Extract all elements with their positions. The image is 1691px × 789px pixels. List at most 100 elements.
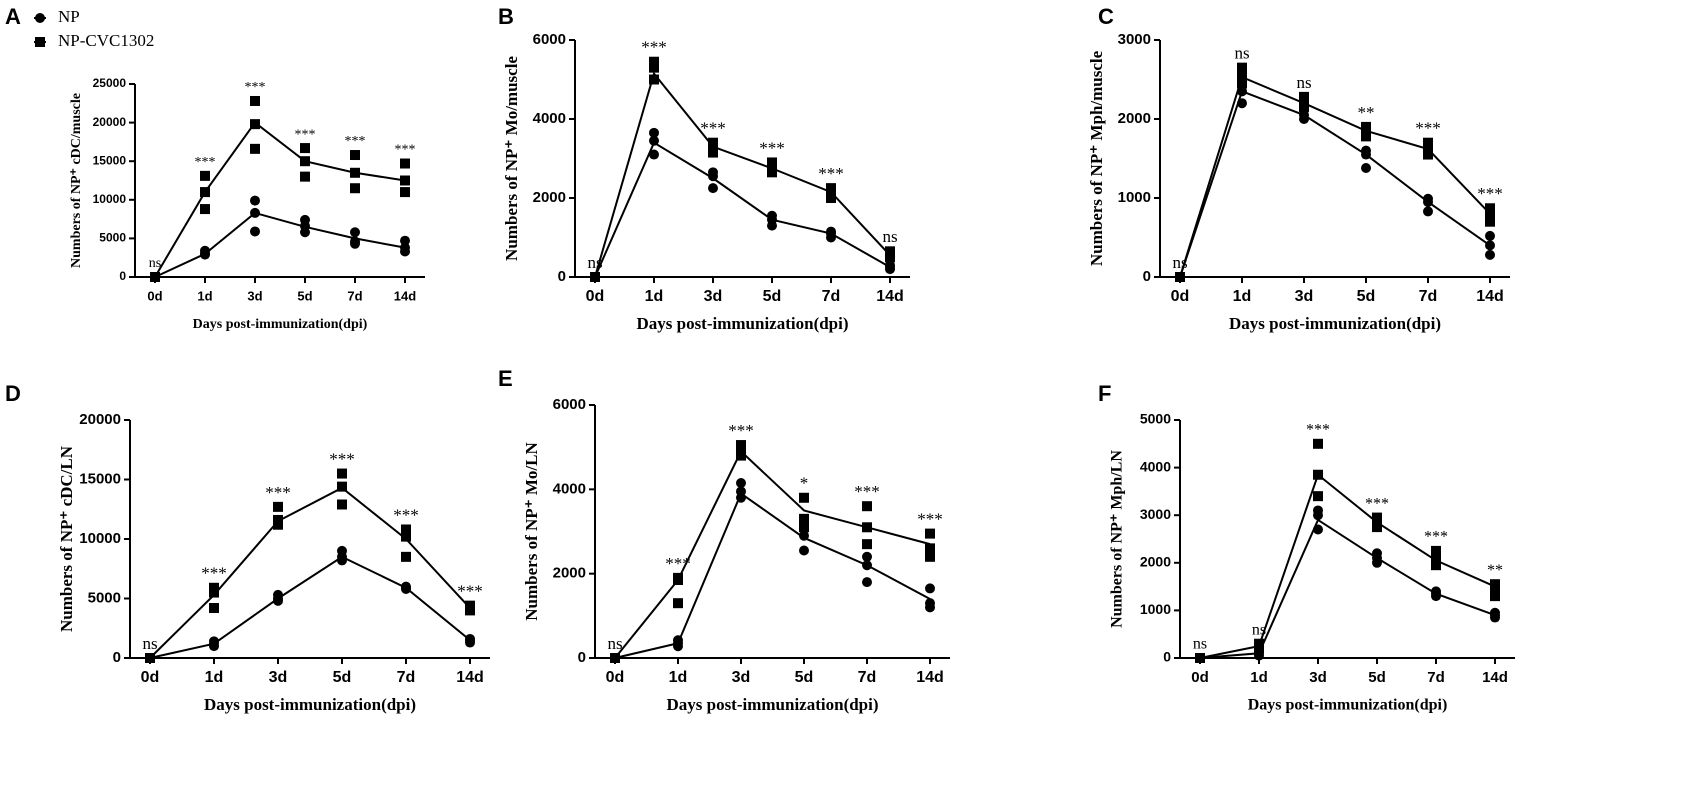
x-tick-label: 0d: [606, 669, 625, 686]
replicate-point: [150, 272, 160, 282]
y-tick-label: 20000: [79, 411, 121, 428]
replicate-point: [400, 158, 410, 169]
replicate-point: [200, 245, 210, 256]
replicate-point: [1195, 653, 1205, 663]
significance-label: ***: [245, 80, 266, 95]
series-line: [1179, 90, 1491, 278]
x-tick-label: 14d: [916, 669, 944, 686]
y-tick-label: 3000: [1140, 506, 1171, 522]
y-axis-label: Numbers of NP⁺ Mph/muscle: [1087, 50, 1106, 266]
replicate-point: [925, 528, 935, 539]
replicate-point: [400, 242, 410, 253]
significance-label: *: [800, 474, 809, 493]
replicate-point: [649, 62, 659, 73]
panel-label: B: [498, 4, 514, 29]
x-tick-label: 7d: [347, 288, 362, 303]
replicate-point: [1237, 98, 1247, 109]
replicate-point: [862, 577, 872, 588]
replicate-point: [300, 171, 310, 182]
y-tick-label: 1000: [1118, 189, 1151, 206]
significance-label: ***: [457, 582, 483, 601]
replicate-point: [736, 478, 746, 489]
replicate-point: [885, 260, 895, 271]
x-tick-label: 1d: [1233, 288, 1252, 305]
replicate-point: [862, 539, 872, 550]
x-tick-label: 5d: [763, 288, 782, 305]
y-tick-label: 20000: [93, 115, 127, 129]
replicate-point: [708, 137, 718, 148]
replicate-point: [1431, 586, 1441, 597]
y-tick-label: 0: [1163, 649, 1171, 665]
replicate-point: [1313, 524, 1323, 535]
x-axis-label: Days post-immunization(dpi): [193, 317, 368, 332]
y-axis-label: Numbers of NP⁺ Mph/LN: [1109, 450, 1126, 628]
y-tick-label: 10000: [93, 192, 127, 206]
y-tick-label: 0: [113, 649, 121, 666]
replicate-point: [300, 214, 310, 225]
replicate-point: [799, 545, 809, 556]
significance-label: ns: [1193, 636, 1207, 653]
y-tick-label: 5000: [88, 589, 121, 606]
significance-label: ns: [587, 253, 602, 272]
replicate-point: [250, 143, 260, 154]
significance-label: ns: [607, 634, 622, 653]
significance-label: ***: [665, 554, 691, 573]
replicate-point: [350, 150, 360, 161]
series-line: [154, 121, 406, 278]
replicate-point: [250, 226, 260, 237]
replicate-point: [862, 522, 872, 533]
significance-label: ***: [1477, 184, 1503, 203]
replicate-point: [1490, 607, 1500, 618]
significance-label: ***: [641, 38, 667, 57]
significance-label: ***: [1306, 421, 1330, 438]
panel-label: C: [1098, 4, 1114, 29]
x-tick-label: 3d: [704, 288, 723, 305]
x-tick-label: 3d: [269, 669, 288, 686]
y-tick-label: 10000: [79, 530, 121, 547]
replicate-point: [1423, 206, 1433, 217]
replicate-point: [337, 468, 347, 479]
replicate-point: [1490, 591, 1500, 602]
x-tick-label: 0d: [1191, 669, 1209, 686]
y-tick-label: 5000: [99, 231, 126, 245]
replicate-point: [1313, 438, 1323, 449]
series-line: [149, 486, 471, 659]
replicate-point: [736, 486, 746, 497]
y-tick-label: 15000: [79, 470, 121, 487]
replicate-point: [1423, 193, 1433, 204]
significance-label: ns: [1296, 73, 1311, 92]
replicate-point: [736, 440, 746, 451]
x-tick-label: 1d: [1250, 669, 1268, 686]
replicate-point: [350, 227, 360, 238]
replicate-point: [862, 560, 872, 571]
replicate-point: [200, 204, 210, 215]
replicate-point: [273, 514, 283, 525]
panel-label: A: [5, 4, 21, 29]
replicate-point: [1361, 131, 1371, 142]
replicate-point: [767, 157, 777, 168]
y-tick-label: 2000: [1118, 110, 1151, 127]
significance-label: ns: [149, 256, 161, 271]
y-axis-label: Numbers of NP⁺ cDC/LN: [57, 445, 76, 632]
y-tick-label: 0: [578, 649, 586, 666]
replicate-point: [1431, 555, 1441, 566]
x-tick-label: 5d: [297, 288, 312, 303]
x-tick-label: 3d: [732, 669, 751, 686]
replicate-point: [649, 56, 659, 67]
y-tick-label: 0: [558, 268, 566, 285]
significance-label: ***: [395, 143, 416, 158]
replicate-point: [337, 545, 347, 556]
replicate-point: [401, 581, 411, 592]
replicate-point: [1237, 72, 1247, 83]
x-tick-label: 1d: [645, 288, 664, 305]
y-tick-label: 2000: [1140, 554, 1171, 570]
legend-label: NP: [58, 7, 80, 26]
x-axis-label: Days post-immunization(dpi): [1248, 697, 1448, 714]
x-tick-label: 14d: [1476, 288, 1504, 305]
x-tick-label: 7d: [822, 288, 841, 305]
x-tick-label: 3d: [1309, 669, 1327, 686]
significance-label: ***: [201, 564, 227, 583]
x-tick-label: 0d: [1171, 288, 1190, 305]
significance-label: ***: [854, 482, 880, 501]
